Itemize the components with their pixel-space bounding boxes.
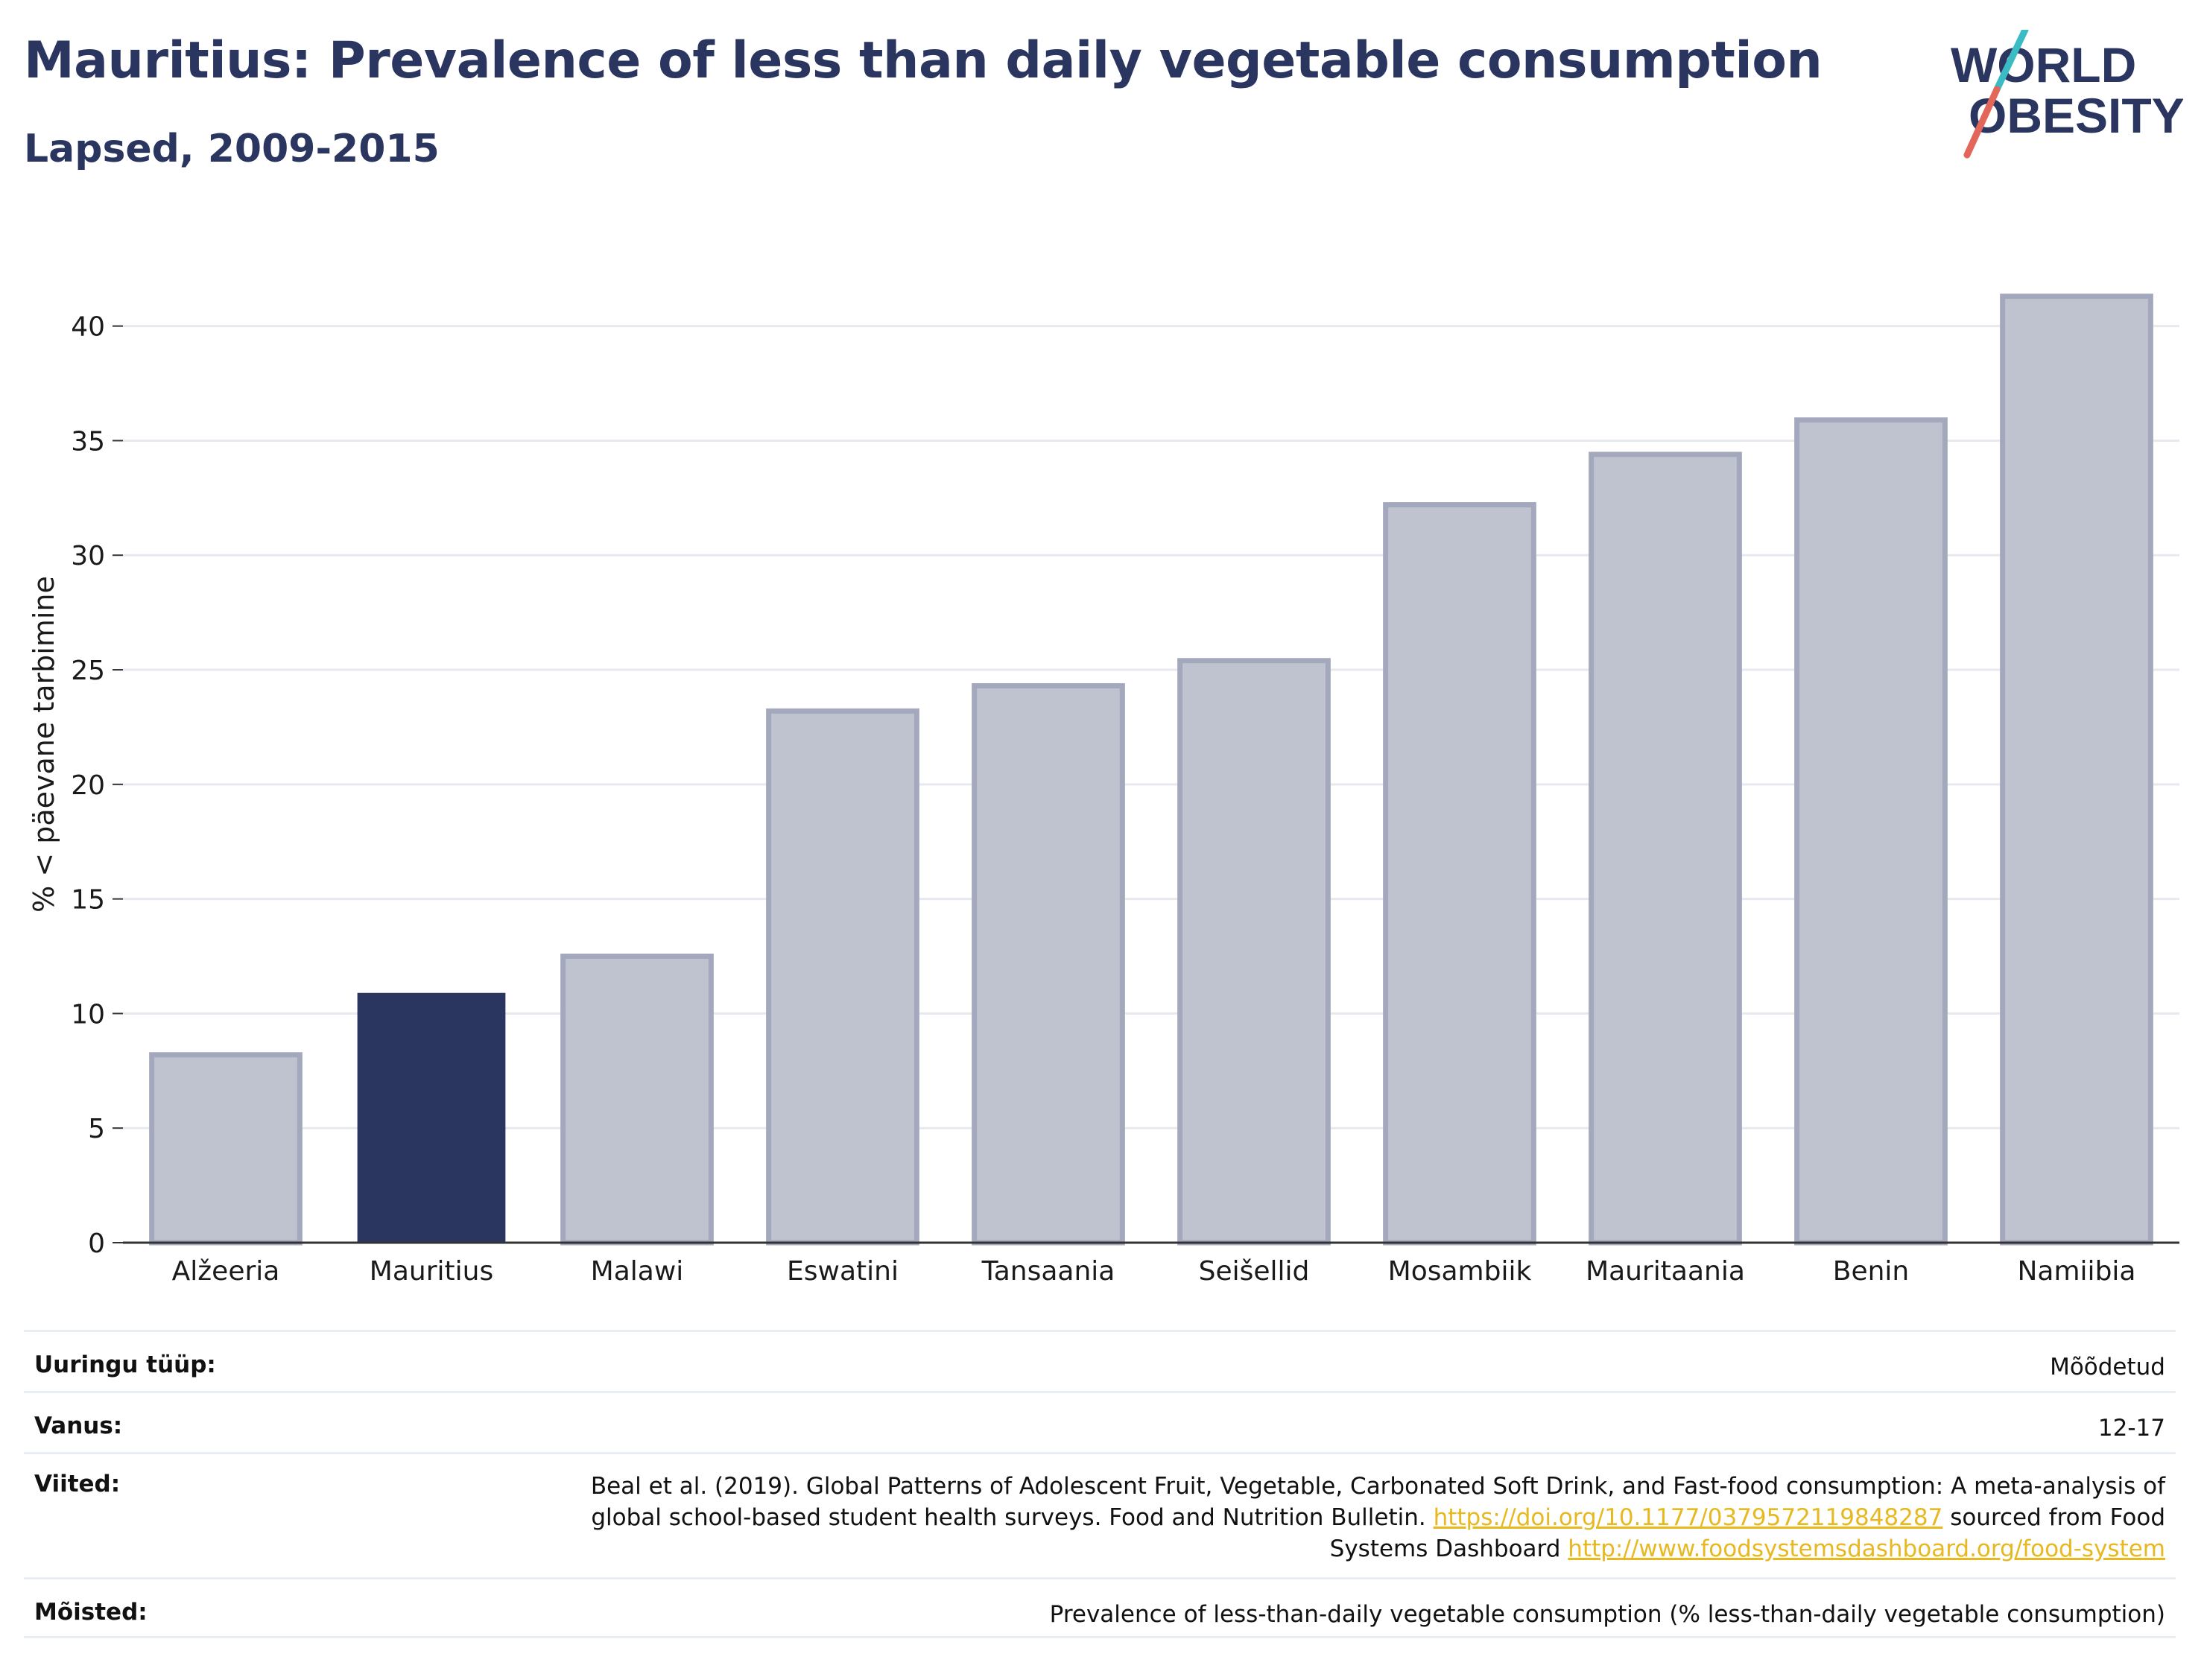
meta-label-definitions: Mõisted: (34, 1599, 148, 1626)
y-tick-label: 15 (71, 885, 105, 916)
x-tick-label: Seišellid (1199, 1256, 1310, 1287)
meta-row-references: Viited: Beal et al. (2019). Global Patte… (24, 1452, 2176, 1577)
x-tick-label: Malawi (591, 1256, 684, 1287)
meta-value-references: Beal et al. (2019). Global Patterns of A… (548, 1471, 2165, 1565)
bar-Mosambiik (1383, 502, 1536, 1246)
reference-source-text: sourced from Food Systems Dashboard (1329, 1504, 2165, 1562)
doi-link[interactable]: https://doi.org/10.1177/0379572119848287 (1433, 1504, 1943, 1531)
logo-word-world: WORLD (1951, 37, 2136, 92)
chart-title: Mauritius: Prevalence of less than daily… (24, 31, 1823, 90)
world-obesity-logo: WORLD OBESITY (1951, 30, 2183, 159)
x-tick-label: Mauritaania (1586, 1256, 1745, 1287)
x-tick-label: Mosambiik (1388, 1256, 1532, 1287)
y-tick-label: 25 (71, 656, 105, 686)
x-tick-label: Mauritius (370, 1256, 493, 1287)
bar-Namiibia (2000, 294, 2153, 1246)
logo-slash-top (1993, 30, 2029, 93)
bar-Tansaania (972, 683, 1125, 1246)
bar-Mauritaania (1589, 451, 1742, 1246)
bar-Alžeeria (149, 1052, 303, 1246)
reference-text: Beal et al. (2019). Global Patterns of A… (590, 1473, 2165, 1531)
chart-subtitle: Lapsed, 2009-2015 (24, 127, 440, 171)
x-tick-label: Alžeeria (172, 1256, 280, 1287)
meta-row-survey-type: Uuringu tüüp: Mõõdetud (24, 1330, 2176, 1391)
bar-Mauritius (357, 992, 506, 1243)
y-tick-label: 40 (71, 312, 105, 343)
x-axis-ticks: Alžeeria Mauritius Malawi Eswatini Tansaania… (172, 1256, 2136, 1287)
metadata-table: Uuringu tüüp: Mõõdetud Vanus: 12-17 Viit… (24, 1330, 2176, 1638)
meta-label-age: Vanus: (34, 1413, 123, 1439)
bar-Benin (1794, 417, 1948, 1246)
meta-label-survey-type: Uuringu tüüp: (34, 1351, 216, 1378)
food-systems-link[interactable]: http://www.foodsystemsdashboard.org/food… (1568, 1535, 2165, 1562)
meta-value-definitions: Prevalence of less-than-daily vegetable … (1049, 1601, 2165, 1628)
bar-chart: 0 5 10 15 20 25 30 35 40 Alžeeria Mauritius Malawi… (28, 294, 2179, 1287)
y-tick-label: 10 (71, 999, 105, 1030)
x-tick-label: Benin (1833, 1256, 1909, 1287)
meta-row-age: Vanus: 12-17 (24, 1391, 2176, 1452)
meta-row-definitions: Mõisted: Prevalence of less-than-daily v… (24, 1577, 2176, 1638)
logo-slash-bottom (1963, 86, 2001, 159)
y-tick-label: 20 (71, 770, 105, 801)
x-tick-label: Eswatini (787, 1256, 899, 1287)
bar-Malawi (560, 954, 714, 1246)
y-tick-label: 5 (88, 1114, 105, 1144)
logo-word-obesity: OBESITY (1969, 88, 2183, 143)
y-axis-title: % < päevane tarbimine (28, 576, 60, 913)
y-tick-label: 0 (88, 1229, 105, 1259)
y-axis-ticks: 0 5 10 15 20 25 30 35 40 (71, 312, 123, 1259)
y-tick-label: 30 (71, 541, 105, 571)
bar-Seišellid (1177, 658, 1331, 1246)
x-tick-label: Tansaania (981, 1256, 1115, 1287)
x-tick-label: Namiibia (2018, 1256, 2136, 1287)
y-tick-label: 35 (71, 426, 105, 457)
bar-Eswatini (766, 708, 919, 1246)
meta-value-age: 12-17 (2097, 1415, 2165, 1442)
bars (149, 294, 2153, 1246)
meta-value-survey-type: Mõõdetud (2050, 1354, 2165, 1381)
meta-label-references: Viited: (34, 1471, 121, 1497)
